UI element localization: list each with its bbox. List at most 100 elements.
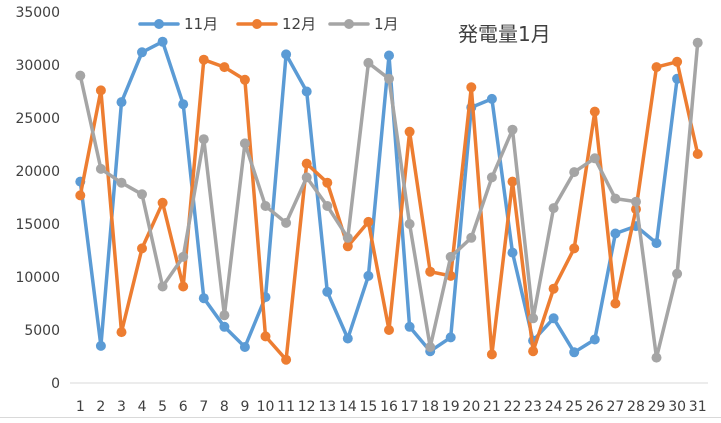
- data-point: [342, 333, 353, 344]
- y-tick-label: 30000: [15, 58, 60, 74]
- legend: 11月 12月 1月: [138, 15, 399, 33]
- data-point: [548, 283, 559, 294]
- data-point: [548, 313, 559, 324]
- data-point: [486, 93, 497, 104]
- data-point: [569, 243, 580, 254]
- series-2: [75, 54, 703, 365]
- data-point: [301, 86, 312, 97]
- x-tick-label: 9: [240, 399, 249, 415]
- x-tick-label: 11: [277, 399, 295, 415]
- data-point: [631, 196, 641, 207]
- x-tick-label: 5: [158, 399, 167, 415]
- data-point: [404, 219, 415, 229]
- x-tick-label: 1: [76, 399, 85, 415]
- data-point: [95, 163, 106, 174]
- x-tick-label: 18: [421, 399, 439, 415]
- data-point: [569, 167, 580, 178]
- legend-label: 1月: [374, 15, 399, 33]
- data-point: [569, 347, 580, 358]
- data-point: [137, 47, 147, 58]
- x-tick-label: 8: [220, 399, 229, 415]
- data-point: [322, 177, 333, 188]
- data-point: [404, 126, 415, 137]
- data-point: [507, 124, 518, 135]
- data-point: [137, 243, 147, 254]
- x-tick-label: 10: [257, 399, 275, 415]
- legend-item: 11月: [138, 15, 218, 33]
- data-point: [363, 270, 374, 281]
- data-point: [466, 82, 477, 93]
- data-point: [486, 172, 497, 183]
- data-point: [651, 238, 662, 249]
- x-tick-label: 6: [179, 399, 188, 415]
- legend-swatch-marker: [154, 19, 164, 29]
- data-point: [548, 203, 559, 214]
- legend-label: 11月: [184, 15, 218, 33]
- data-point: [198, 54, 209, 65]
- data-point: [239, 138, 250, 149]
- data-point: [589, 334, 600, 345]
- data-point: [95, 340, 106, 351]
- data-point: [301, 172, 312, 183]
- legend-swatch-marker: [252, 19, 262, 29]
- data-point: [610, 298, 621, 309]
- data-point: [157, 197, 168, 208]
- data-point: [137, 189, 147, 200]
- data-point: [116, 327, 127, 338]
- data-point: [425, 266, 436, 277]
- data-point: [219, 321, 230, 332]
- data-point: [528, 313, 539, 324]
- data-point: [75, 190, 86, 201]
- y-tick-label: 0: [51, 376, 60, 392]
- data-point: [342, 241, 353, 252]
- data-point: [507, 247, 518, 258]
- data-point: [260, 331, 271, 342]
- x-tick-label: 15: [360, 399, 378, 415]
- data-point: [342, 232, 353, 243]
- x-tick-label: 19: [442, 399, 460, 415]
- y-tick-label: 10000: [15, 270, 60, 286]
- data-point: [219, 310, 230, 321]
- x-tick-label: 25: [565, 399, 583, 415]
- data-point: [425, 342, 436, 352]
- data-point: [363, 216, 374, 227]
- y-tick-label: 20000: [15, 164, 60, 180]
- data-point: [692, 37, 703, 48]
- data-point: [404, 321, 415, 332]
- data-point: [322, 286, 333, 297]
- data-point: [157, 36, 168, 47]
- data-point: [178, 251, 189, 262]
- data-point: [363, 57, 374, 68]
- x-tick-label: 26: [586, 399, 604, 415]
- x-tick-label: 14: [339, 399, 357, 415]
- data-point: [322, 201, 333, 211]
- data-point: [239, 74, 250, 85]
- x-tick-label: 12: [298, 399, 316, 415]
- legend-label: 12月: [282, 15, 316, 33]
- data-point: [651, 352, 662, 363]
- data-point: [507, 176, 518, 187]
- x-tick-label: 22: [504, 399, 522, 415]
- x-tick-label: 29: [648, 399, 666, 415]
- data-point: [672, 56, 683, 67]
- x-tick-label: 27: [606, 399, 624, 415]
- data-point: [75, 70, 86, 81]
- x-tick-label: 20: [462, 399, 480, 415]
- data-point: [260, 201, 271, 211]
- x-tick-label: 28: [627, 399, 645, 415]
- data-point: [589, 153, 600, 164]
- data-point: [610, 228, 621, 239]
- data-point: [384, 50, 394, 61]
- data-point: [198, 293, 209, 304]
- series-group: [75, 36, 703, 365]
- legend-swatch-marker: [344, 19, 354, 29]
- data-point: [301, 158, 312, 169]
- x-tick-label: 21: [483, 399, 501, 415]
- data-point: [384, 73, 394, 84]
- data-point: [281, 217, 292, 228]
- data-point: [384, 325, 394, 335]
- data-point: [281, 49, 292, 60]
- x-tick-label: 7: [199, 399, 208, 415]
